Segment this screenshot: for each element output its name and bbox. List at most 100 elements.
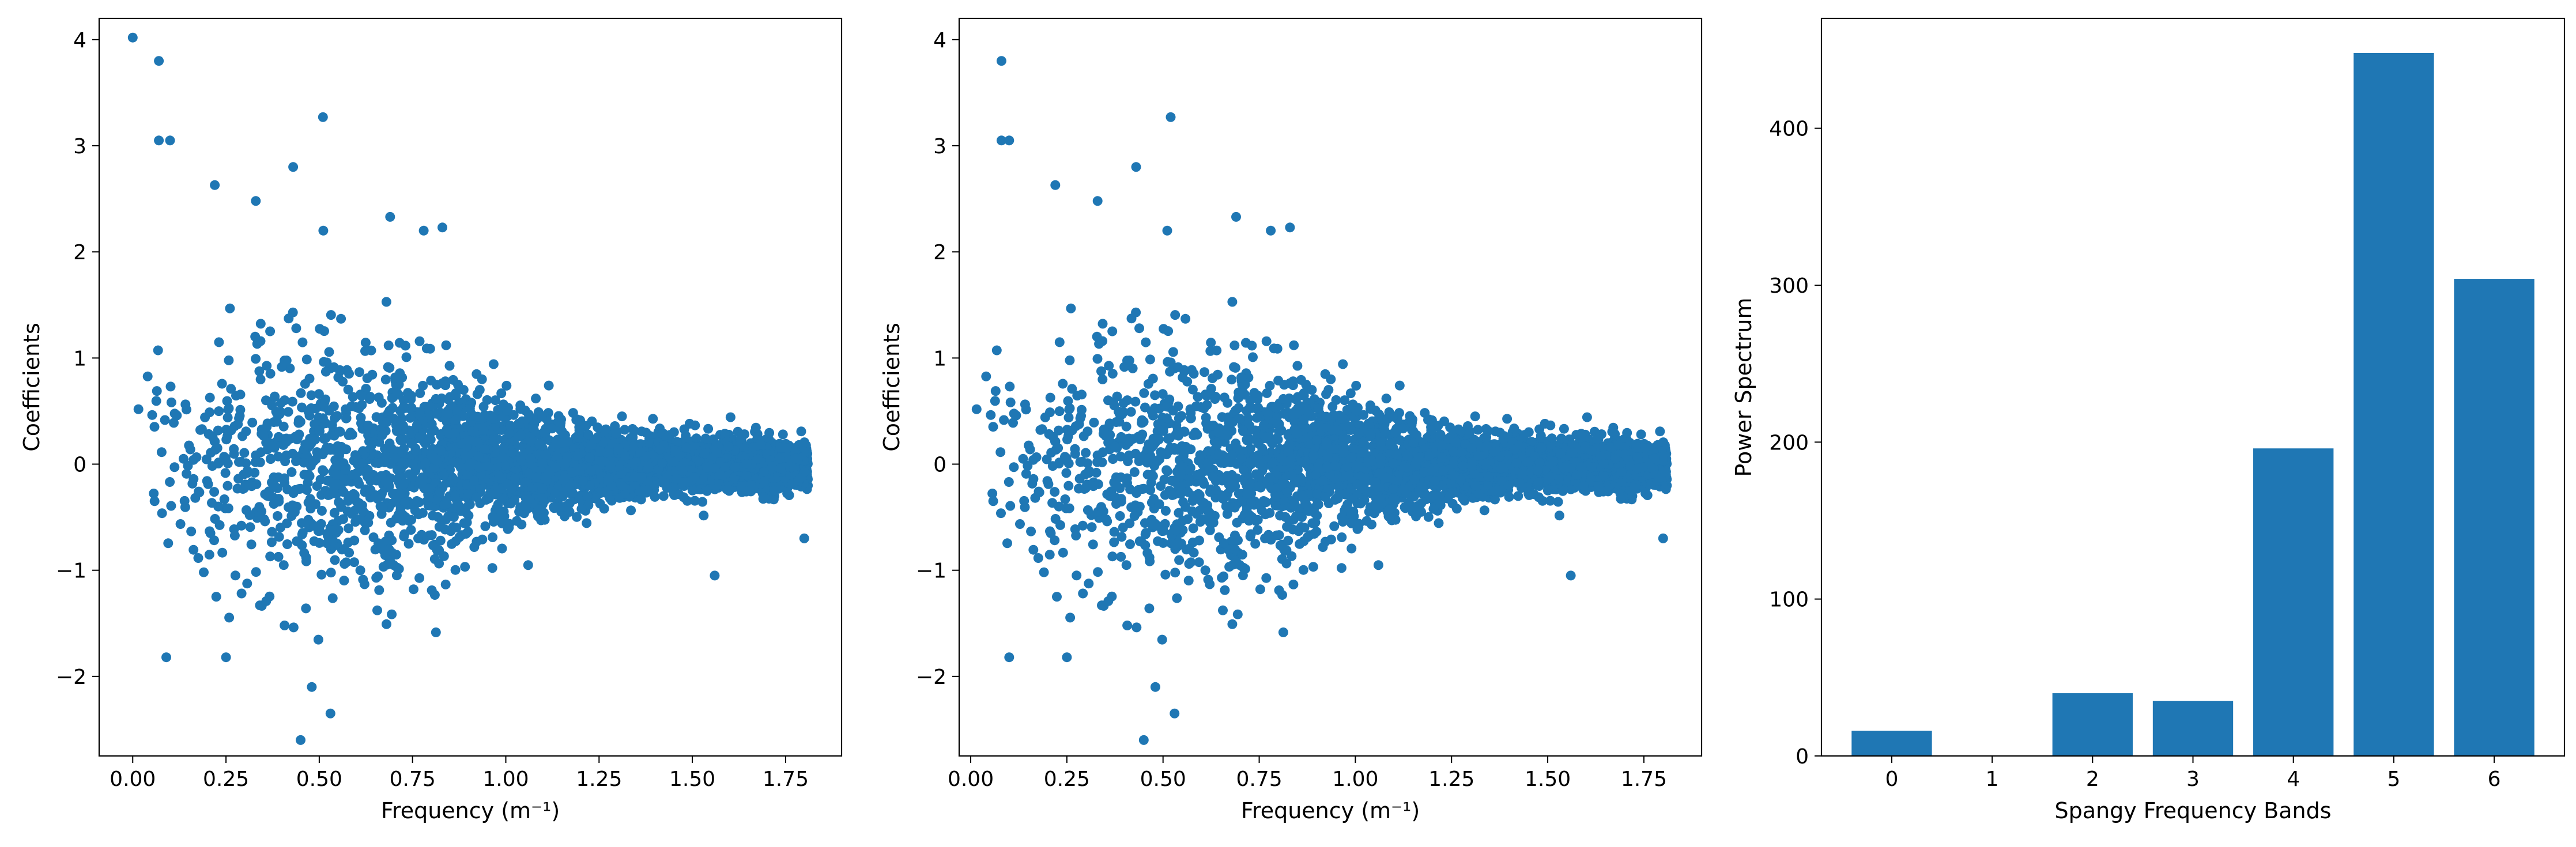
scatter-point xyxy=(269,480,280,490)
scatter-point xyxy=(759,467,769,477)
scatter-point xyxy=(485,488,495,498)
scatter-point xyxy=(383,341,394,350)
scatter-point xyxy=(650,491,660,502)
scatter-point xyxy=(689,472,700,482)
scatter-point xyxy=(537,411,547,422)
scatter-point xyxy=(392,387,402,398)
scatter-point xyxy=(247,417,258,428)
scatter-point xyxy=(242,466,252,476)
scatter-point xyxy=(1065,612,1076,623)
scatter-point xyxy=(568,408,578,418)
scatter-point xyxy=(494,471,504,481)
scatter-point xyxy=(799,533,809,543)
scatter-point xyxy=(224,612,235,623)
scatter-point xyxy=(208,432,218,442)
scatter-point xyxy=(281,356,292,366)
scatter-point xyxy=(437,516,447,526)
scatter-point xyxy=(504,523,514,533)
scatter-point xyxy=(582,491,593,501)
scatter-point xyxy=(627,458,638,468)
scatter-point xyxy=(655,444,665,455)
scatter-point xyxy=(222,413,233,423)
scatter-point xyxy=(689,496,700,506)
scatter-point xyxy=(233,419,243,429)
scatter-point xyxy=(178,453,188,464)
scatter-point xyxy=(358,446,368,456)
y-tick-label: 4 xyxy=(73,29,86,52)
scatter-point xyxy=(326,568,336,578)
scatter-point xyxy=(373,538,383,549)
scatter-point xyxy=(194,487,205,497)
scatter-point xyxy=(429,453,439,463)
scatter-point xyxy=(296,388,306,398)
scatter-point xyxy=(395,435,406,445)
scatter-point xyxy=(262,418,273,429)
scatter-point xyxy=(336,313,346,324)
scatter-point xyxy=(735,434,745,444)
y-axis-label: Coefficients xyxy=(19,323,44,452)
scatter-point xyxy=(142,371,153,381)
x-tick-label: 1.75 xyxy=(763,767,809,791)
scatter-point xyxy=(315,474,326,485)
scatter-point xyxy=(398,402,409,413)
x-tick-label: 1.50 xyxy=(669,767,715,791)
scatter-point xyxy=(276,398,286,409)
scatter-point xyxy=(223,503,233,513)
scatter-point xyxy=(219,494,229,504)
scatter-point xyxy=(220,468,231,478)
scatter-point xyxy=(1206,338,1216,348)
scatter-point xyxy=(254,502,265,512)
scatter-point xyxy=(556,418,566,428)
scatter-point xyxy=(432,409,442,419)
scatter-point xyxy=(225,303,235,313)
scatter-point xyxy=(504,428,514,438)
scatter-point xyxy=(635,447,646,457)
scatter-point xyxy=(363,421,374,430)
scatter-point xyxy=(480,444,490,454)
scatter-point xyxy=(297,529,307,539)
scatter-point xyxy=(550,489,561,499)
scatter-point xyxy=(414,336,425,346)
scatter-point xyxy=(318,225,329,236)
scatter-point xyxy=(356,413,366,423)
scatter-point xyxy=(296,483,306,494)
scatter-point xyxy=(604,448,614,458)
y-tick-label: 1 xyxy=(73,347,86,370)
scatter-point xyxy=(406,438,417,448)
scatter-point xyxy=(371,412,382,422)
scatter-point xyxy=(584,452,595,463)
scatter-point xyxy=(210,180,220,190)
scatter-point xyxy=(329,508,340,518)
scatter-point xyxy=(687,485,697,496)
scatter-point xyxy=(347,470,357,480)
scatter-point xyxy=(367,369,378,380)
scatter-point xyxy=(343,384,353,395)
scatter-point xyxy=(311,403,321,414)
scatter-point xyxy=(617,411,627,422)
scatter-point xyxy=(636,494,646,505)
scatter-point xyxy=(795,473,805,483)
scatter-point xyxy=(591,434,601,444)
scatter-point xyxy=(335,446,346,456)
x-tick-label: 0.25 xyxy=(203,767,249,791)
scatter-point xyxy=(767,461,777,471)
scatter-point xyxy=(444,361,455,371)
scatter-point xyxy=(327,525,337,535)
y-tick-label: 3 xyxy=(73,135,86,158)
scatter-point xyxy=(488,517,499,527)
scatter-point xyxy=(463,435,473,445)
scatter-panel-middle: 0.00 0.25 0.50 0.75 1.00 1.25 1.50 1.75−2−10123… xyxy=(879,17,1703,823)
scatter-point xyxy=(657,458,667,468)
scatter-point xyxy=(390,453,401,463)
scatter-point xyxy=(398,479,409,489)
scatter-point xyxy=(251,567,261,577)
scatter-point xyxy=(534,504,544,515)
scatter-point xyxy=(1262,388,1272,398)
scatter-point xyxy=(299,457,309,468)
scatter-point xyxy=(461,528,471,539)
scatter-point xyxy=(236,588,247,599)
y-tick-label: 2 xyxy=(73,241,86,264)
scatter-point xyxy=(161,652,171,663)
scatter-point xyxy=(474,385,485,395)
